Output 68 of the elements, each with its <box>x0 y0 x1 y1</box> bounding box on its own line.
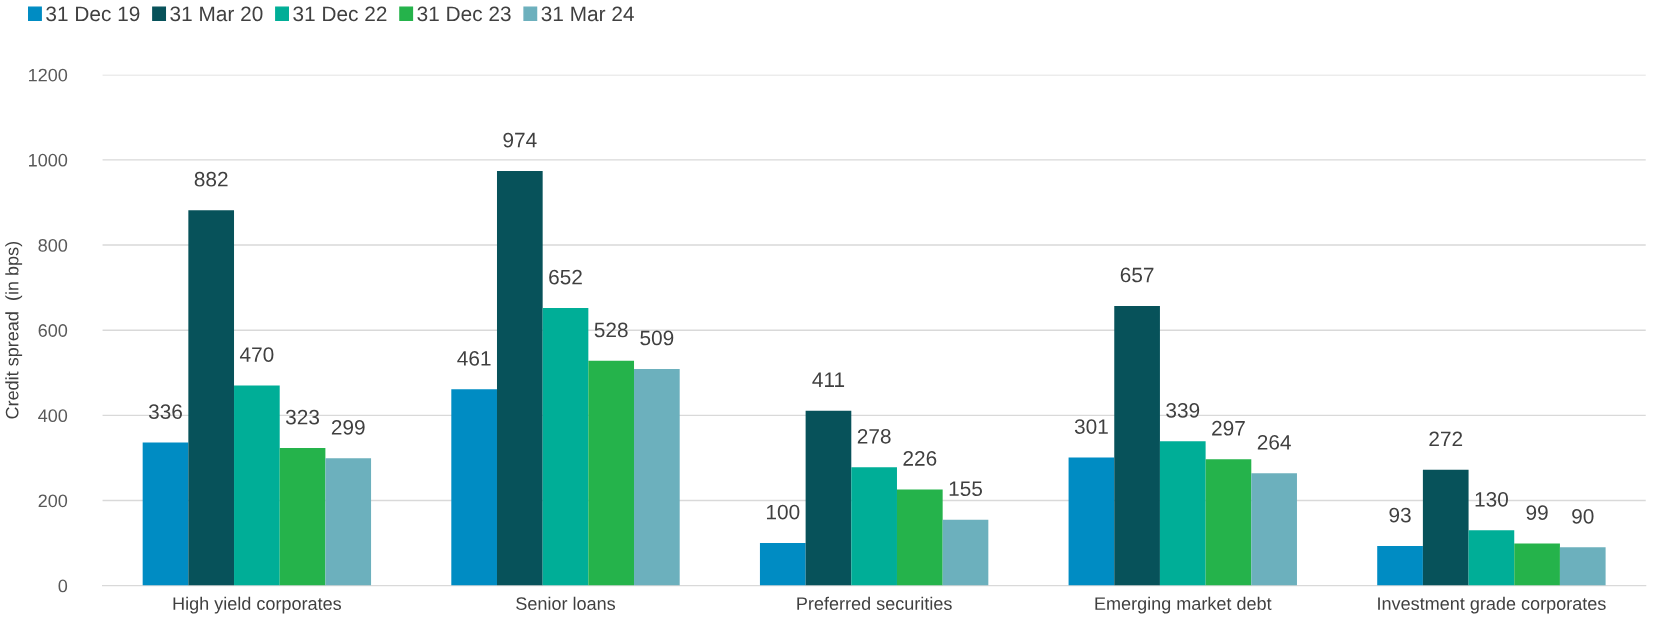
data-label: 652 <box>549 269 582 285</box>
bar <box>1559 547 1606 586</box>
bar <box>542 308 589 586</box>
bar <box>451 389 497 586</box>
data-label: 470 <box>239 347 274 362</box>
data-label: 882 <box>194 171 228 187</box>
bar <box>1251 473 1297 586</box>
data-label: 226 <box>903 451 937 466</box>
y-tick-label: 800 <box>38 238 68 252</box>
data-label: 90 <box>1572 508 1594 524</box>
bar <box>1377 546 1423 586</box>
y-tick-label: 0 <box>58 579 68 593</box>
bar <box>851 467 897 586</box>
legend-label: 31 Dec 19 <box>46 6 140 22</box>
x-tick-label: Emerging market debt <box>1095 596 1272 614</box>
data-label: 100 <box>766 504 800 520</box>
bar <box>142 442 189 586</box>
data-label: 411 <box>812 372 845 387</box>
data-label: 272 <box>1429 431 1463 447</box>
bar <box>942 519 989 586</box>
legend-label: 31 Mar 24 <box>541 6 634 22</box>
legend-label: 31 Mar 20 <box>170 6 263 22</box>
data-label: 99 <box>1526 505 1548 520</box>
y-tick-label: 400 <box>38 409 68 423</box>
bar <box>496 170 543 586</box>
bar <box>1068 457 1115 586</box>
bar <box>234 385 280 586</box>
x-tick-label: Investment grade corporates <box>1378 596 1606 614</box>
data-label: 657 <box>1120 267 1154 283</box>
bar <box>805 410 852 586</box>
data-label: 528 <box>594 322 628 338</box>
x-tick-label: Senior loans <box>516 596 616 610</box>
bar <box>1159 441 1206 586</box>
data-label: 155 <box>949 481 982 497</box>
data-label: 974 <box>503 132 537 148</box>
bar <box>1422 469 1469 586</box>
data-label: 264 <box>1257 434 1291 450</box>
bar <box>896 489 943 586</box>
data-label: 509 <box>640 330 674 346</box>
bar <box>759 543 806 586</box>
data-label: 297 <box>1212 420 1245 436</box>
legend-label: 31 Dec 22 <box>293 6 387 22</box>
data-label: 93 <box>1389 507 1411 523</box>
y-tick-label: 600 <box>38 324 68 337</box>
data-label: 299 <box>331 420 365 435</box>
data-label: 278 <box>857 428 891 444</box>
data-label: 461 <box>457 351 491 366</box>
data-label: 339 <box>1166 402 1200 418</box>
bar <box>1205 459 1252 586</box>
x-tick-label: Preferred securities <box>797 596 952 610</box>
bar <box>1114 305 1160 586</box>
x-tick-label: High yield corporates <box>173 596 342 614</box>
y-tick-label: 1200 <box>29 68 68 82</box>
bar <box>188 210 235 586</box>
bar <box>279 448 326 586</box>
data-label: 301 <box>1074 419 1108 434</box>
legend-label: 31 Dec 23 <box>417 6 511 22</box>
bar <box>325 458 372 586</box>
bar <box>588 360 635 586</box>
data-label: 130 <box>1475 491 1508 507</box>
bar <box>1468 530 1515 586</box>
data-label: 336 <box>148 404 182 420</box>
y-axis-title: Credit spread (in bps) <box>5 241 23 419</box>
data-label: 323 <box>285 409 320 425</box>
y-tick-label: 200 <box>38 494 68 508</box>
bar <box>1514 543 1560 586</box>
y-tick-label: 1000 <box>29 153 68 167</box>
bar <box>634 368 680 586</box>
